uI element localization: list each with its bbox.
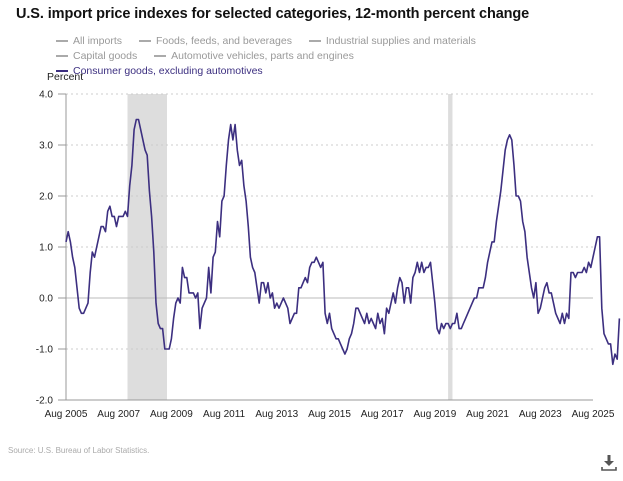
y-tick-label: 3.0 <box>39 141 53 152</box>
legend-label: Automotive vehicles, parts and engines <box>171 50 354 62</box>
legend: All imports Foods, feeds, and beverages … <box>56 34 576 79</box>
y-tick-label: -2.0 <box>36 396 54 407</box>
x-tick-label: Aug 2021 <box>466 409 509 420</box>
y-tick-label: -1.0 <box>36 345 54 356</box>
legend-swatch <box>56 70 68 73</box>
y-tick-label: 0.0 <box>39 294 53 305</box>
x-tick-label: Aug 2013 <box>255 409 298 420</box>
legend-label: Consumer goods, excluding automotives <box>73 65 263 77</box>
y-axis-label: Percent <box>47 71 83 83</box>
legend-label: Foods, feeds, and beverages <box>155 35 292 47</box>
x-tick-labels: Aug 2005 Aug 2007 Aug 2009 Aug 2011 Aug 2013… <box>45 409 615 420</box>
legend-swatch <box>56 55 68 58</box>
x-tick-label: Aug 2007 <box>97 409 140 420</box>
x-tick-label: Aug 2025 <box>572 409 615 420</box>
download-icon <box>601 455 617 471</box>
legend-swatch <box>308 40 321 43</box>
legend-label: Capital goods <box>73 50 138 62</box>
x-tick-label: Aug 2005 <box>45 409 88 420</box>
download-button[interactable] <box>600 454 618 472</box>
x-tick-label: Aug 2017 <box>361 409 404 420</box>
gridlines <box>66 93 593 401</box>
source-note: Source: U.S. Bureau of Labor Statistics. <box>8 446 150 455</box>
series-group <box>65 118 621 366</box>
recession-band <box>448 94 453 400</box>
x-tick-label: Aug 2019 <box>413 409 456 420</box>
legend-item-capital-goods[interactable]: Capital goods <box>56 49 137 64</box>
legend-item-industrial-supplies[interactable]: Industrial supplies and materials <box>308 34 476 49</box>
y-tick-label: 1.0 <box>39 243 53 254</box>
legend-swatch <box>154 55 167 58</box>
legend-label: Industrial supplies and materials <box>325 35 476 47</box>
x-tick-label: Aug 2023 <box>519 409 562 420</box>
legend-swatch <box>138 40 151 43</box>
x-tick-label: Aug 2011 <box>203 409 246 420</box>
y-tick-label: 4.0 <box>39 90 53 101</box>
legend-item-all-imports[interactable]: All imports <box>56 34 122 49</box>
legend-item-automotive[interactable]: Automotive vehicles, parts and engines <box>154 49 354 64</box>
y-tick-label: 2.0 <box>39 192 53 203</box>
y-tick-labels: 4.0 3.0 2.0 1.0 0.0 -1.0 -2.0 <box>36 90 66 407</box>
legend-item-consumer-goods[interactable]: Consumer goods, excluding automotives <box>56 64 263 79</box>
legend-swatch <box>56 40 68 43</box>
x-tick-label: Aug 2015 <box>308 409 351 420</box>
legend-label: All imports <box>73 35 123 47</box>
legend-item-foods[interactable]: Foods, feeds, and beverages <box>138 34 292 49</box>
chart-title: U.S. import price indexes for selected c… <box>16 6 530 22</box>
series-line-consumer-goods <box>65 118 621 366</box>
x-tick-label: Aug 2009 <box>150 409 193 420</box>
